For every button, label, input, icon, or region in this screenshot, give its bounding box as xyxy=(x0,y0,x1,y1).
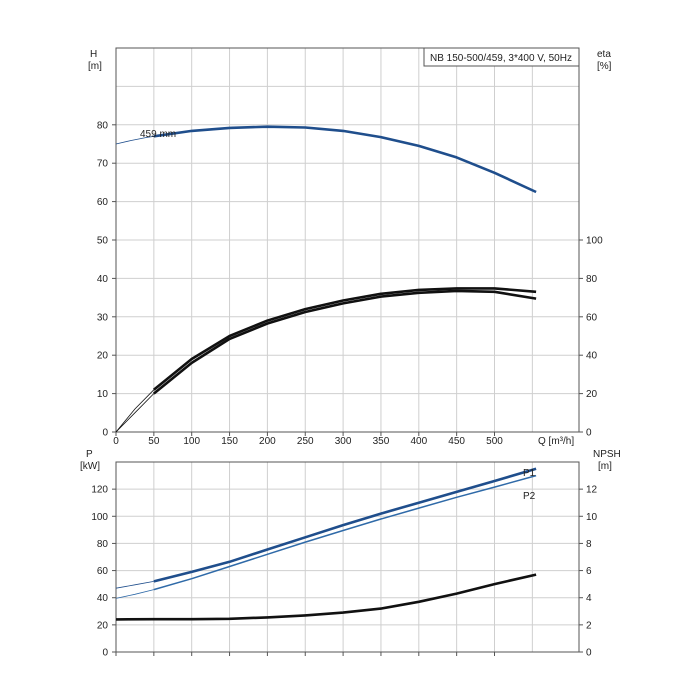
bottom-y2-tick-label: 0 xyxy=(586,648,592,659)
series-label-p2: P2 xyxy=(523,491,536,502)
top-y-tick-label: 30 xyxy=(97,312,109,323)
top-y-tick-label: 50 xyxy=(97,236,109,247)
bottom-y-tick-label: 40 xyxy=(97,593,109,604)
x-tick-label: 0 xyxy=(113,436,119,447)
top-series-0-line xyxy=(153,125,537,194)
top-series-1-line xyxy=(152,287,537,391)
bottom-y-tick-label: 20 xyxy=(97,620,109,631)
chart-title-box xyxy=(423,47,580,67)
top-series-1-extrapolation xyxy=(115,389,155,433)
bottom-y2-axis-name: NPSH xyxy=(593,449,621,460)
top-y2-tick-label: 20 xyxy=(586,389,598,400)
top-chart-ticks: 0 10 20 30 40 50 60 70 80 0 20 40 60 80 100 0 50 100 150 20… xyxy=(97,120,603,447)
top-y-tick-label: 70 xyxy=(97,159,109,170)
top-y-tick-label: 60 xyxy=(97,197,109,208)
bottom-series-0-line xyxy=(153,467,537,583)
bottom-y-tick-label: 60 xyxy=(97,566,109,577)
top-y2-tick-label: 40 xyxy=(586,351,598,362)
top-y2-tick-label: 80 xyxy=(586,274,598,285)
x-tick-label: 300 xyxy=(335,436,352,447)
x-tick-label: 50 xyxy=(148,436,160,447)
bottom-y2-tick-label: 4 xyxy=(586,593,592,604)
bottom-series-2-line xyxy=(115,573,537,621)
bottom-y2-tick-label: 10 xyxy=(586,512,598,523)
bottom-y-tick-label: 80 xyxy=(97,539,109,550)
top-chart-series xyxy=(115,125,537,433)
x-tick-label: 150 xyxy=(221,436,238,447)
top-y-tick-label: 80 xyxy=(97,120,109,131)
bottom-series-1-line xyxy=(153,474,537,591)
x-tick-label: 400 xyxy=(410,436,427,447)
bottom-series-1-extrapolation xyxy=(115,589,154,599)
x-tick-label: 250 xyxy=(297,436,314,447)
x-tick-label: 200 xyxy=(259,436,276,447)
bottom-y-axis-unit: [kW] xyxy=(80,461,100,472)
top-y2-axis-name: eta xyxy=(597,49,611,60)
bottom-y2-tick-label: 2 xyxy=(586,620,592,631)
top-y-axis-name: H xyxy=(90,49,97,60)
chart-title: NB 150-500/459, 3*400 V, 50Hz xyxy=(430,53,572,64)
top-y-tick-label: 40 xyxy=(97,274,109,285)
bottom-chart-series xyxy=(115,467,537,621)
bottom-y2-tick-label: 12 xyxy=(586,485,598,496)
bottom-y-axis-name: P xyxy=(86,449,93,460)
x-tick-label: 350 xyxy=(373,436,390,447)
bottom-chart-ticks: 0 20 40 60 80 100 120 0 2 4 6 8 10 12 xyxy=(91,485,597,659)
top-series-2-line xyxy=(152,289,537,395)
top-y-tick-label: 0 xyxy=(102,428,108,439)
bottom-y2-tick-label: 6 xyxy=(586,566,592,577)
top-y2-axis-unit: [%] xyxy=(597,61,612,72)
bottom-y-tick-label: 100 xyxy=(91,512,108,523)
series-label-459mm: 459 mm xyxy=(140,129,176,140)
top-series-2-extrapolation xyxy=(115,393,155,433)
top-y-axis-unit: [m] xyxy=(88,61,102,72)
bottom-y2-axis-unit: [m] xyxy=(598,461,612,472)
x-tick-label: 500 xyxy=(486,436,503,447)
top-y2-tick-label: 60 xyxy=(586,312,598,323)
bottom-chart-grid xyxy=(116,461,579,652)
x-axis-label: Q [m³/h] xyxy=(538,436,574,447)
bottom-plot-frame xyxy=(115,461,580,653)
bottom-y2-tick-label: 8 xyxy=(586,539,592,550)
top-series-0-extrapolation xyxy=(115,135,154,145)
top-y-tick-label: 10 xyxy=(97,389,109,400)
top-y2-tick-label: 0 xyxy=(586,428,592,439)
bottom-series-0-extrapolation xyxy=(115,581,154,589)
x-tick-label: 450 xyxy=(448,436,465,447)
top-y2-tick-label: 100 xyxy=(586,236,603,247)
bottom-y-tick-label: 120 xyxy=(91,485,108,496)
x-tick-label: 100 xyxy=(183,436,200,447)
bottom-y-tick-label: 0 xyxy=(102,648,108,659)
series-label-p1: P1 xyxy=(523,468,536,479)
top-y-tick-label: 20 xyxy=(97,351,109,362)
top-chart-grid xyxy=(116,47,579,432)
